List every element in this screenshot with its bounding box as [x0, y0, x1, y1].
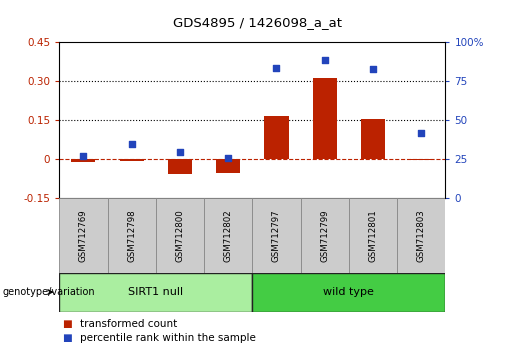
Bar	[168, 159, 192, 175]
Text: GSM712803: GSM712803	[417, 209, 426, 262]
Bar	[59, 273, 252, 312]
Point	[272, 65, 281, 71]
Text: wild type: wild type	[323, 287, 374, 297]
Bar	[361, 119, 385, 159]
Bar	[313, 78, 337, 159]
Text: GSM712800: GSM712800	[176, 209, 184, 262]
Bar	[156, 198, 204, 273]
Point	[417, 130, 425, 136]
Text: GDS4895 / 1426098_a_at: GDS4895 / 1426098_a_at	[173, 16, 342, 29]
Bar	[119, 159, 144, 161]
Point	[176, 149, 184, 154]
Bar	[349, 198, 397, 273]
Bar	[216, 159, 241, 173]
Bar	[108, 198, 156, 273]
Bar	[252, 198, 301, 273]
Text: percentile rank within the sample: percentile rank within the sample	[80, 333, 256, 343]
Bar	[301, 198, 349, 273]
Bar	[409, 159, 434, 160]
Point	[128, 141, 136, 147]
Bar	[264, 116, 288, 159]
Bar	[252, 273, 445, 312]
Point	[79, 153, 88, 159]
Text: GSM712797: GSM712797	[272, 209, 281, 262]
Point	[224, 155, 232, 161]
Text: GSM712769: GSM712769	[79, 209, 88, 262]
Text: ■: ■	[62, 319, 72, 329]
Text: GSM712802: GSM712802	[224, 209, 233, 262]
Bar	[71, 159, 95, 162]
Text: ■: ■	[62, 333, 72, 343]
Text: GSM712801: GSM712801	[369, 209, 377, 262]
Bar	[204, 198, 252, 273]
Text: SIRT1 null: SIRT1 null	[128, 287, 183, 297]
Point	[369, 66, 377, 72]
Point	[321, 57, 329, 62]
Text: genotype/variation: genotype/variation	[3, 287, 95, 297]
Text: GSM712798: GSM712798	[127, 209, 136, 262]
Text: transformed count: transformed count	[80, 319, 177, 329]
Text: GSM712799: GSM712799	[320, 209, 329, 262]
Bar	[59, 198, 108, 273]
Bar	[397, 198, 445, 273]
